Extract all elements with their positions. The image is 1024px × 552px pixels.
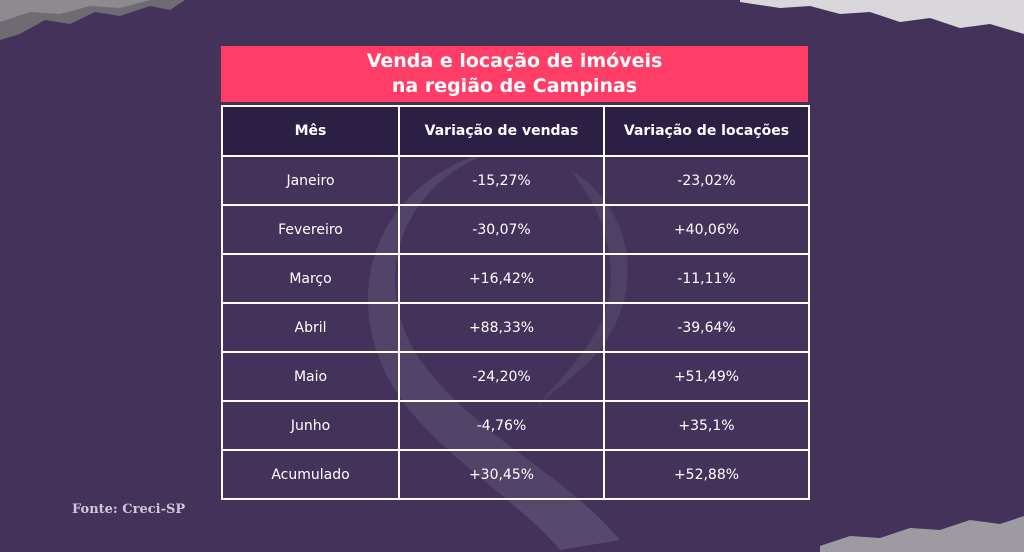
cell-month: Janeiro: [221, 155, 400, 206]
torn-paper-top-right: [740, 0, 1024, 34]
column-header-rentals: Variação de locações: [603, 105, 810, 157]
cell-sales: +88,33%: [398, 302, 605, 353]
torn-paper-top-left: [0, 0, 185, 40]
cell-rentals: +40,06%: [603, 204, 810, 255]
table-row: Abril +88,33% -39,64%: [221, 302, 810, 353]
table-row-total: Acumulado +30,45% +52,88%: [221, 449, 810, 500]
table-title-line-2: na região de Campinas: [391, 75, 638, 97]
cell-rentals: +35,1%: [603, 400, 810, 451]
table-title: Venda e locação de imóveis na região de …: [221, 46, 808, 102]
cell-sales: +30,45%: [398, 449, 605, 500]
source-caption: Fonte: Creci-SP: [72, 502, 186, 517]
table-row: Junho -4,76% +35,1%: [221, 400, 810, 451]
data-table: Mês Variação de vendas Variação de locaç…: [221, 105, 810, 500]
cell-month: Março: [221, 253, 400, 304]
cell-sales: -4,76%: [398, 400, 605, 451]
cell-rentals: +51,49%: [603, 351, 810, 402]
table-row: Fevereiro -30,07% +40,06%: [221, 204, 810, 255]
column-header-month: Mês: [221, 105, 400, 157]
cell-sales: -15,27%: [398, 155, 605, 206]
cell-month: Maio: [221, 351, 400, 402]
table-header-row: Mês Variação de vendas Variação de locaç…: [221, 105, 810, 157]
cell-sales: -24,20%: [398, 351, 605, 402]
table-row: Janeiro -15,27% -23,02%: [221, 155, 810, 206]
cell-sales: +16,42%: [398, 253, 605, 304]
cell-month: Fevereiro: [221, 204, 400, 255]
cell-rentals: -23,02%: [603, 155, 810, 206]
cell-rentals: +52,88%: [603, 449, 810, 500]
torn-paper-bottom-right: [820, 516, 1024, 552]
cell-month: Abril: [221, 302, 400, 353]
cell-month: Junho: [221, 400, 400, 451]
table-row: Maio -24,20% +51,49%: [221, 351, 810, 402]
cell-rentals: -39,64%: [603, 302, 810, 353]
cell-rentals: -11,11%: [603, 253, 810, 304]
table-title-line-1: Venda e locação de imóveis: [366, 50, 663, 72]
cell-month: Acumulado: [221, 449, 400, 500]
cell-sales: -30,07%: [398, 204, 605, 255]
table-row: Março +16,42% -11,11%: [221, 253, 810, 304]
column-header-sales: Variação de vendas: [398, 105, 605, 157]
